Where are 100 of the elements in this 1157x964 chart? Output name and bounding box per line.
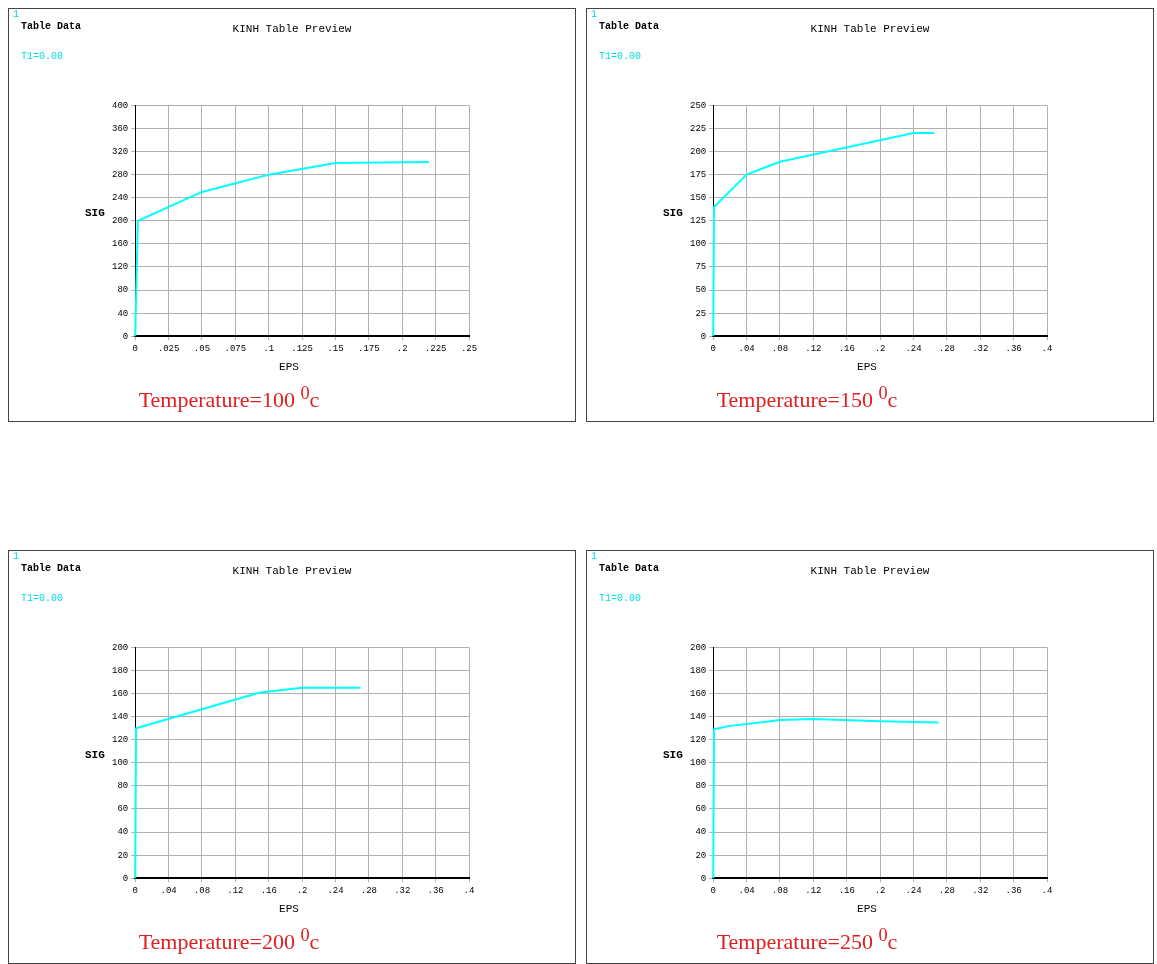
x-tick-label: .05: [193, 343, 211, 354]
x-tick-label: 0: [132, 885, 138, 896]
y-axis-title: SIG: [663, 749, 683, 761]
y-tick-label: 80: [117, 781, 129, 792]
y-tick-label: 25: [695, 308, 707, 319]
x-tick-label: .08: [771, 343, 789, 354]
text: T1=0.00: [21, 51, 64, 62]
y-tick-label: 225: [690, 123, 707, 134]
y-tick-label: 120: [112, 735, 129, 746]
x-axis-title: EPS: [278, 361, 300, 373]
x-axis-title: EPS: [278, 903, 300, 915]
text: T1=0.00: [599, 593, 642, 604]
x-tick-label: .15: [327, 343, 344, 354]
y-tick-label: 50: [695, 285, 707, 296]
y-axis-title: SIG: [85, 749, 105, 761]
text: Temperature=150 $^{0}$c: [715, 383, 899, 414]
chart-title: KINH Table Preview: [232, 23, 352, 35]
x-tick-label: .28: [360, 885, 377, 896]
x-tick-label: .175: [358, 343, 380, 354]
x-tick-label: .04: [738, 885, 755, 896]
y-tick-label: 40: [117, 308, 129, 319]
x-tick-label: .12: [805, 343, 822, 354]
x-tick-label: .4: [463, 885, 475, 896]
x-tick-label: .08: [771, 885, 789, 896]
y-tick-label: 240: [112, 193, 129, 204]
y-tick-label: 40: [695, 827, 707, 838]
y-tick-label: 80: [117, 285, 129, 296]
chart-title: KINH Table Preview: [810, 565, 930, 577]
text: T1=0.00: [21, 593, 64, 604]
x-tick-label: .1: [263, 343, 275, 354]
y-tick-label: 75: [695, 262, 707, 273]
text: 1: [13, 551, 20, 562]
x-tick-label: .4: [1041, 885, 1053, 896]
x-tick-label: .075: [224, 343, 247, 354]
x-tick-label: .25: [460, 343, 478, 354]
text: Temperature=100 $^{0}$c: [137, 383, 321, 414]
x-tick-label: .16: [260, 885, 277, 896]
y-tick-label: 40: [117, 827, 129, 838]
y-tick-label: 0: [122, 331, 129, 342]
x-tick-label: .36: [1005, 885, 1022, 896]
y-tick-label: 320: [112, 146, 129, 157]
text: 1: [591, 551, 598, 562]
text: Temperature=250 $^{0}$c: [715, 925, 899, 956]
text: Table Data: [21, 563, 82, 574]
x-tick-label: .08: [193, 885, 211, 896]
x-tick-label: .2: [874, 343, 886, 354]
y-tick-label: 100: [112, 758, 129, 769]
y-tick-label: 120: [690, 735, 707, 746]
y-tick-label: 120: [112, 262, 129, 273]
x-tick-label: .32: [972, 885, 989, 896]
y-tick-label: 20: [117, 850, 129, 861]
x-tick-label: .36: [427, 885, 444, 896]
x-tick-label: .24: [905, 885, 922, 896]
x-tick-label: .12: [805, 885, 822, 896]
x-tick-label: .24: [327, 885, 344, 896]
y-tick-label: 140: [112, 712, 129, 723]
y-tick-label: 400: [112, 100, 129, 111]
text: T1=0.00: [599, 51, 642, 62]
y-tick-label: 140: [690, 712, 707, 723]
y-tick-label: 160: [112, 688, 129, 699]
y-axis-title: SIG: [663, 207, 683, 219]
x-axis-title: EPS: [856, 903, 878, 915]
text: Table Data: [21, 21, 82, 32]
y-axis-title: SIG: [85, 207, 105, 219]
y-tick-label: 100: [690, 758, 707, 769]
y-tick-label: 200: [112, 216, 129, 227]
x-tick-label: .025: [157, 343, 180, 354]
y-tick-label: 200: [690, 642, 707, 653]
x-tick-label: 0: [710, 343, 716, 354]
x-tick-label: .32: [972, 343, 989, 354]
x-tick-label: .16: [838, 343, 855, 354]
text: Table Data: [599, 563, 660, 574]
y-tick-label: 150: [690, 193, 707, 204]
x-tick-label: 0: [710, 885, 716, 896]
x-tick-label: .28: [938, 343, 955, 354]
x-tick-label: .36: [1005, 343, 1022, 354]
y-tick-label: 280: [112, 170, 129, 181]
y-tick-label: 80: [695, 781, 707, 792]
y-tick-label: 180: [112, 665, 129, 676]
y-tick-label: 60: [117, 804, 129, 815]
x-tick-label: .04: [738, 343, 755, 354]
y-tick-label: 200: [690, 146, 707, 157]
x-tick-label: .2: [396, 343, 408, 354]
text: 1: [13, 9, 20, 20]
y-tick-label: 0: [700, 873, 707, 884]
x-tick-label: .32: [394, 885, 411, 896]
y-tick-label: 125: [690, 216, 707, 227]
x-axis-title: EPS: [856, 361, 878, 373]
y-tick-label: 60: [695, 804, 707, 815]
text: Temperature=200 $^{0}$c: [137, 925, 321, 956]
x-tick-label: .2: [296, 885, 308, 896]
y-tick-label: 175: [690, 170, 707, 181]
y-tick-label: 160: [112, 239, 129, 250]
chart-title: KINH Table Preview: [810, 23, 930, 35]
text: 1: [591, 9, 598, 20]
y-tick-label: 160: [690, 688, 707, 699]
x-tick-label: .125: [291, 343, 313, 354]
x-tick-label: .28: [938, 885, 955, 896]
y-tick-label: 180: [690, 665, 707, 676]
y-tick-label: 0: [700, 331, 707, 342]
